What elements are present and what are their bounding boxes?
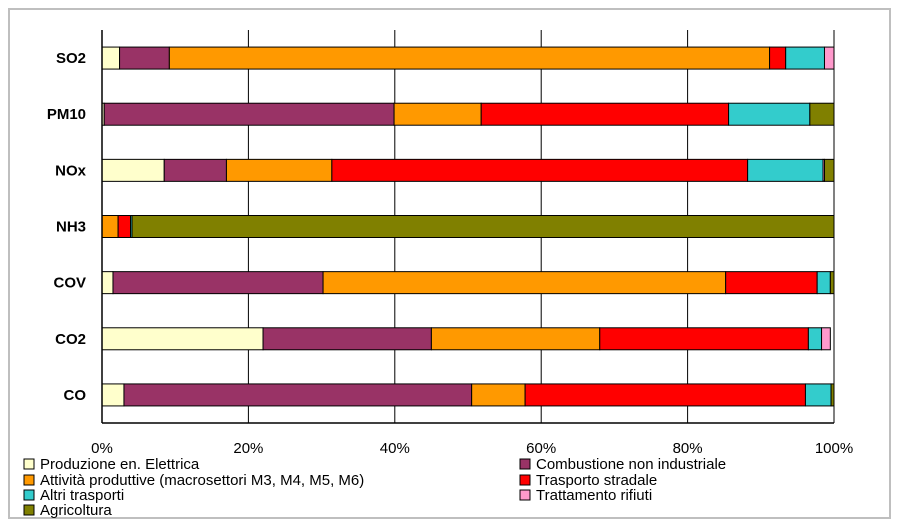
x-tick-label: 40% <box>380 440 410 457</box>
bar-segment-cov-altri-trasporti <box>816 271 831 295</box>
bar-segment-co2-altri-trasporti <box>807 327 823 351</box>
bar-segment-co-produzione-en-elettrica <box>101 383 125 407</box>
bar-segment-co-agricoltura <box>830 383 835 407</box>
bar-segment-cov-agricoltura <box>829 271 835 295</box>
bar-segment-cov-combustione-non-industriale <box>112 271 324 295</box>
bar-segment-so2-altri-trasporti <box>785 46 825 70</box>
bar-segment-co2-produzione-en-elettrica <box>101 327 264 351</box>
bar-segment-pm10-agricoltura <box>809 102 835 126</box>
bar-segment-nox-agricoltura <box>823 158 835 182</box>
bar-segment-pm10-combustione-non-industriale <box>103 102 395 126</box>
legend-label-combustione-non-industriale: Combustione non industriale <box>536 456 726 473</box>
category-label-pm10: PM10 <box>47 106 86 123</box>
legend-swatch-attivita-produttive-macrosettori-m3-m4-m5-m6 <box>23 474 35 486</box>
bars <box>101 46 835 407</box>
legend-swatch-altri-trasporti <box>23 489 35 501</box>
category-label-nh3: NH3 <box>56 219 86 236</box>
bar-segment-co-altri-trasporti <box>804 383 832 407</box>
legend: Produzione en. Elettrica Combustione non … <box>23 456 726 519</box>
legend-label-trattamento-rifiuti: Trattamento rifiuti <box>536 487 652 504</box>
bar-segment-cov-attivita-produttive-macrosettori-m3-m4-m5-m6 <box>322 271 727 295</box>
x-tick-label: 100% <box>815 440 853 457</box>
bar-segment-nh3-trasporto-stradale <box>117 215 132 238</box>
bar-segment-co2-trattamento-rifiuti <box>821 327 831 351</box>
bar-segment-nh3-agricoltura <box>131 215 835 238</box>
bar-segment-so2-combustione-non-industriale <box>119 46 170 70</box>
legend-swatch-trattamento-rifiuti <box>519 489 531 501</box>
bar-segment-nox-trasporto-stradale <box>331 158 749 182</box>
bar-segment-co2-attivita-produttive-macrosettori-m3-m4-m5-m6 <box>430 327 601 351</box>
x-tick-label: 80% <box>673 440 703 457</box>
x-tick-label: 60% <box>526 440 556 457</box>
bar-segment-nox-attivita-produttive-macrosettori-m3-m4-m5-m6 <box>225 158 333 182</box>
legend-label-altri-trasporti: Altri trasporti <box>40 487 124 504</box>
bar-segment-pm10-trasporto-stradale <box>480 102 730 126</box>
x-tick-label: 0% <box>91 440 113 457</box>
bar-segment-so2-produzione-en-elettrica <box>101 46 121 70</box>
bar-segment-so2-trasporto-stradale <box>769 46 787 70</box>
category-labels: SO2 PM10 NOx NH3 COV CO2 CO <box>47 50 87 404</box>
bar-segment-co2-combustione-non-industriale <box>262 327 432 351</box>
bar-segment-co-combustione-non-industriale <box>123 383 473 407</box>
bar-segment-so2-attivita-produttive-macrosettori-m3-m4-m5-m6 <box>168 46 771 70</box>
bar-segment-cov-produzione-en-elettrica <box>101 271 114 295</box>
bar-segment-nox-altri-trasporti <box>747 158 824 182</box>
bar-segment-cov-trasporto-stradale <box>725 271 818 295</box>
legend-label-trasporto-stradale: Trasporto stradale <box>536 472 657 489</box>
category-label-nox: NOx <box>55 162 87 179</box>
x-tick-labels: 0% 20% 40% 60% 80% 100% <box>91 440 853 457</box>
legend-swatch-trasporto-stradale <box>519 474 531 486</box>
bar-segment-so2-trattamento-rifiuti <box>823 46 835 70</box>
bar-segment-co-trasporto-stradale <box>524 383 806 407</box>
x-tick-label: 20% <box>233 440 263 457</box>
legend-label-attivita-produttive-macrosettori-m3-m4-m5-m6: Attività produttive (macrosettori M3, M4… <box>40 472 364 489</box>
category-label-so2: SO2 <box>56 50 86 67</box>
bar-segment-nh3-attivita-produttive-macrosettori-m3-m4-m5-m6 <box>101 215 119 238</box>
legend-label-produzione-en-elettrica: Produzione en. Elettrica <box>40 456 200 473</box>
legend-swatch-agricoltura <box>23 504 35 516</box>
chart-border <box>8 8 891 519</box>
bar-segment-co-attivita-produttive-macrosettori-m3-m4-m5-m6 <box>471 383 526 407</box>
bar-segment-nox-produzione-en-elettrica <box>101 158 165 182</box>
category-label-co: CO <box>64 387 87 404</box>
bar-segment-pm10-altri-trasporti <box>728 102 811 126</box>
bar-segment-pm10-attivita-produttive-macrosettori-m3-m4-m5-m6 <box>393 102 482 126</box>
legend-label-agricoltura: Agricoltura <box>40 502 112 519</box>
bar-segment-nox-combustione-non-industriale <box>163 158 227 182</box>
axes <box>101 30 834 424</box>
category-label-co2: CO2 <box>55 331 86 348</box>
legend-swatch-combustione-non-industriale <box>519 458 531 470</box>
legend-swatch-produzione-en-elettrica <box>23 458 35 470</box>
category-label-cov: COV <box>53 275 86 292</box>
bar-segment-co2-trasporto-stradale <box>599 327 809 351</box>
